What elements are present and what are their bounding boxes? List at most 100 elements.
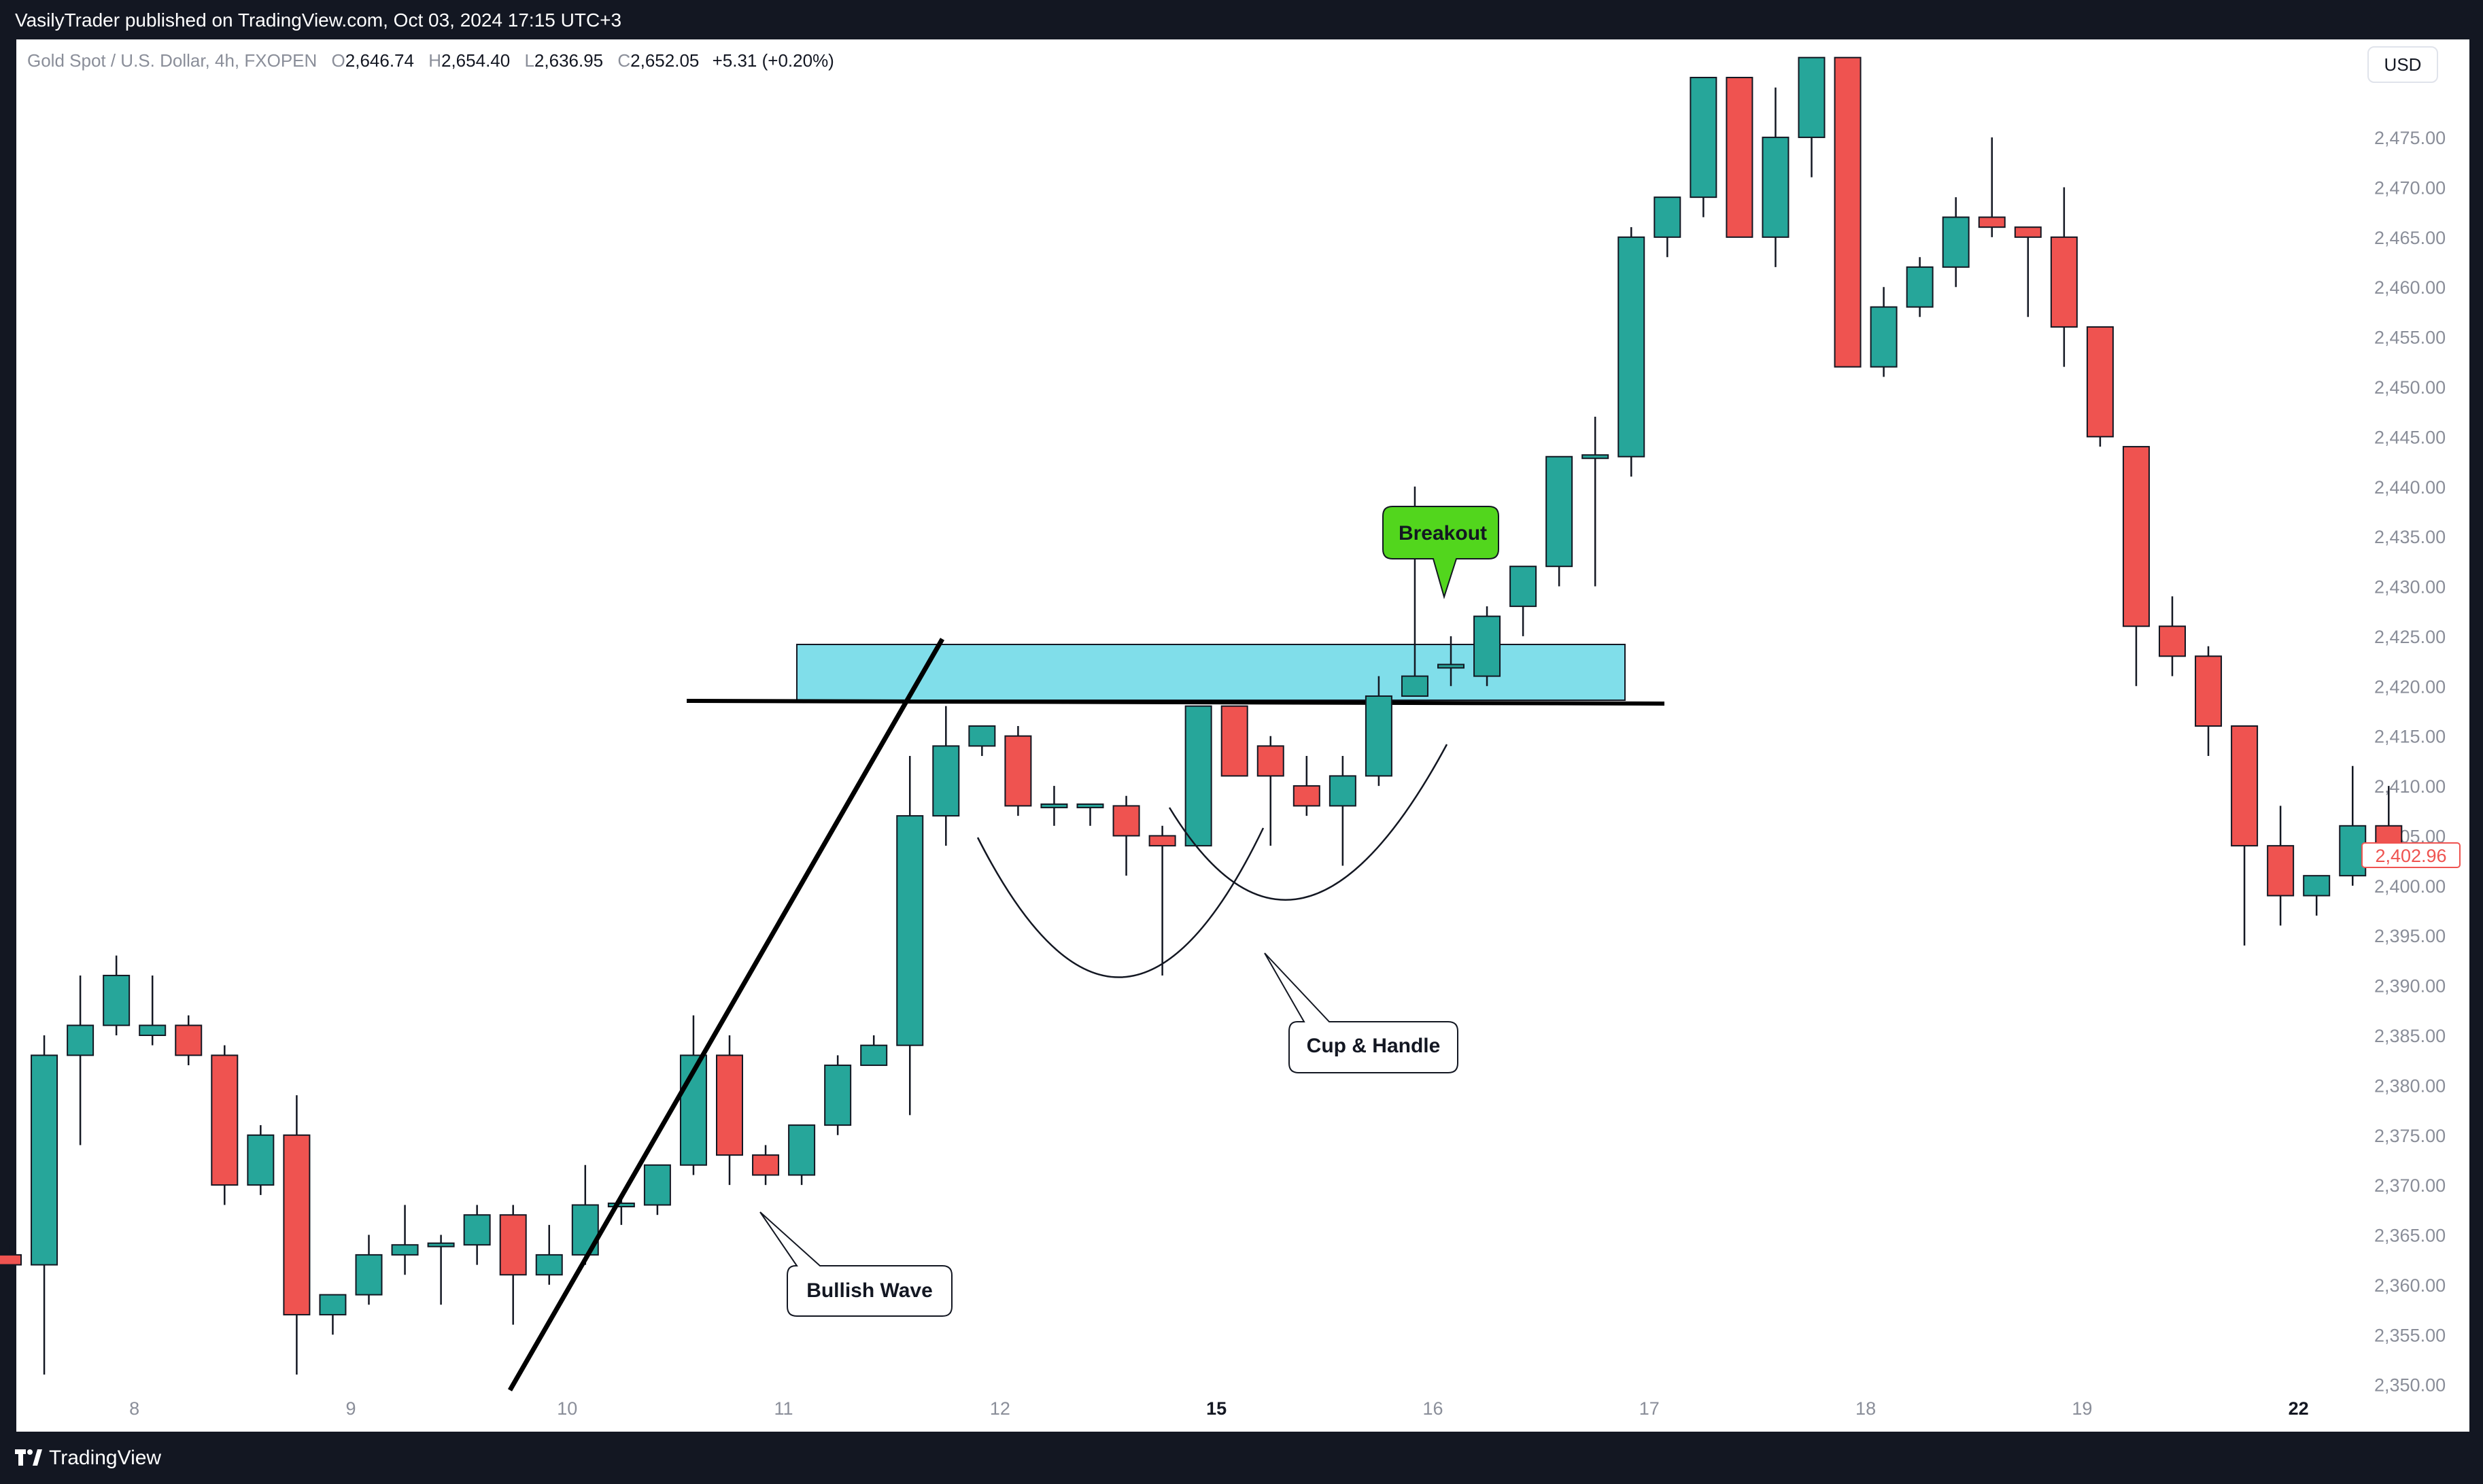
bullish-candle-body <box>247 1134 275 1186</box>
x-tick-label: 19 <box>2072 1398 2092 1419</box>
candle <box>1148 825 1176 976</box>
candle <box>2122 446 2150 687</box>
x-tick-label: 9 <box>345 1398 356 1419</box>
candle <box>319 1294 347 1335</box>
candle <box>1509 566 1537 636</box>
bearish-candle-body <box>1978 216 2006 228</box>
candle <box>1545 455 1573 587</box>
y-tick-label: 2,440.00 <box>2374 477 2446 498</box>
bullish-candle-body <box>1329 775 1356 807</box>
candle <box>1112 795 1140 876</box>
handle-curve <box>1168 744 1448 901</box>
tradingview-logo-icon[interactable] <box>15 1447 42 1470</box>
bullish-candle-body <box>932 745 960 817</box>
y-tick-label: 2,385.00 <box>2374 1026 2446 1046</box>
candle <box>2303 875 2331 916</box>
candle <box>1870 287 1898 377</box>
bullish-candle-body <box>139 1024 167 1037</box>
footer-brand: TradingView <box>49 1447 162 1469</box>
candle <box>175 1015 203 1066</box>
change-value: +5.31 (+0.20%) <box>712 50 834 71</box>
bearish-candle-body <box>1256 745 1284 777</box>
bullish-candle-body <box>1690 77 1717 199</box>
y-tick-label: 2,435.00 <box>2374 527 2446 547</box>
x-tick-label: 11 <box>774 1398 793 1419</box>
candle <box>1292 756 1320 816</box>
cup-handle-callout: Cup & Handle <box>1264 952 1458 1073</box>
bearish-candle-body <box>1834 56 1862 368</box>
price-axis[interactable]: 2,350.00 2,355.00 2,360.00 2,365.00 2,370.00… <box>2374 128 2446 1396</box>
y-tick-label: 2,375.00 <box>2374 1126 2446 1146</box>
candle <box>788 1124 816 1186</box>
bullish-candle-body <box>643 1164 671 1206</box>
candle <box>1726 77 1753 238</box>
y-tick-label: 2,475.00 <box>2374 128 2446 148</box>
bullish-candle-body <box>103 974 131 1026</box>
high-label: H <box>428 50 441 71</box>
y-tick-label: 2,460.00 <box>2374 277 2446 298</box>
candle <box>1617 227 1645 477</box>
candle <box>2159 596 2186 676</box>
x-tick-label: 8 <box>129 1398 139 1419</box>
open-label: O <box>331 50 345 71</box>
candle <box>1690 77 1717 218</box>
bullish-wave-trendline <box>507 638 945 1392</box>
currency-button[interactable]: USD <box>2367 46 2438 83</box>
symbol-description[interactable]: Gold Spot / U.S. Dollar, 4h, FXOPEN <box>27 50 318 71</box>
last-price-label: 2,402.96 <box>2361 842 2461 868</box>
y-tick-label: 2,415.00 <box>2374 727 2446 747</box>
open-value: 2,646.74 <box>345 50 414 71</box>
bullish-candle-body <box>1437 663 1465 669</box>
bullish-candle-body <box>1617 236 1645 458</box>
bullish-wave-callout-box <box>759 1211 953 1317</box>
bullish-candle-body <box>1473 615 1501 677</box>
time-axis[interactable]: 8 9 10 11 12 15 16 17 18 19 22 <box>129 1398 2309 1419</box>
candle <box>2195 646 2223 757</box>
candle <box>1906 257 1934 317</box>
bullish-candle-body <box>1798 56 1826 139</box>
y-tick-label: 2,395.00 <box>2374 926 2446 946</box>
bullish-candle-body <box>1076 803 1104 808</box>
bullish-candle-body <box>463 1214 491 1246</box>
candle <box>283 1095 311 1375</box>
ohlc-legend: Gold Spot / U.S. Dollar, 4h, FXOPEN O2,6… <box>27 50 834 71</box>
candle <box>1365 676 1392 787</box>
y-tick-label: 2,380.00 <box>2374 1075 2446 1096</box>
x-tick-label: 22 <box>2289 1398 2309 1419</box>
bearish-candle-body <box>2014 226 2042 238</box>
y-tick-label: 2,465.00 <box>2374 228 2446 248</box>
bearish-candle-body <box>499 1214 527 1276</box>
bullish-candle-body <box>1581 454 1609 460</box>
bearish-candle-body <box>211 1054 239 1186</box>
bullish-candle-body <box>1942 216 1970 268</box>
bearish-candle-body <box>1726 77 1753 238</box>
y-tick-label: 2,360.00 <box>2374 1275 2446 1296</box>
x-tick-label: 12 <box>990 1398 1010 1419</box>
y-tick-label: 2,420.00 <box>2374 676 2446 697</box>
bearish-candle-body <box>752 1154 780 1176</box>
bearish-candle-body <box>0 1254 22 1266</box>
candle <box>103 955 131 1036</box>
candle <box>1834 56 1862 368</box>
candle <box>2086 326 2114 447</box>
candle <box>1798 56 1826 177</box>
bearish-candle-body <box>2122 446 2150 627</box>
y-tick-label: 2,430.00 <box>2374 577 2446 598</box>
bullish-candle-body <box>31 1054 58 1266</box>
candle <box>499 1205 527 1325</box>
bearish-candle-body <box>1004 735 1032 807</box>
low-value: 2,636.95 <box>534 50 604 71</box>
bullish-wave-label: Bullish Wave <box>806 1279 933 1302</box>
candle <box>679 1015 707 1175</box>
publisher-bar: VasilyTrader published on TradingView.co… <box>0 0 2483 39</box>
bearish-candle-body <box>2231 725 2259 847</box>
candle <box>824 1055 852 1135</box>
bearish-candle-body <box>1148 835 1176 847</box>
bearish-candle-body <box>2267 845 2295 897</box>
x-tick-label: 15 <box>1206 1398 1227 1419</box>
bullish-candle-body <box>1906 266 1934 308</box>
bullish-candle-body <box>896 815 924 1046</box>
candle <box>1040 786 1068 826</box>
candle <box>355 1235 383 1305</box>
